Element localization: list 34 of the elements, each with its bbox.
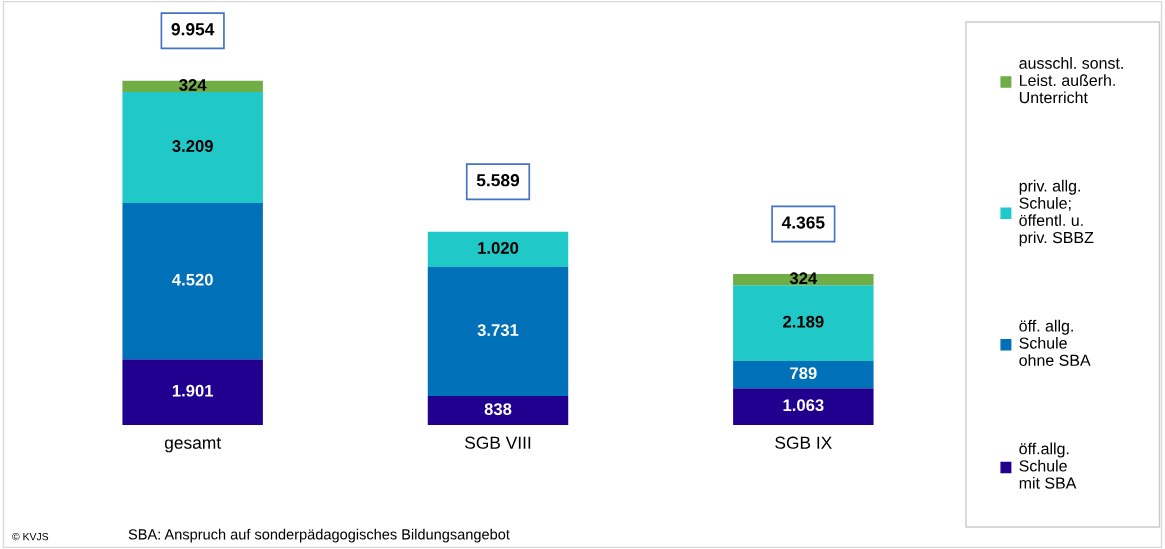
legend-label: priv. allg. Schule; öffentl. u. priv. SBBZ bbox=[1019, 179, 1094, 247]
x-tick-label: SGB IX bbox=[775, 436, 832, 449]
x-tick-label: gesamt bbox=[164, 437, 222, 453]
bar bbox=[427, 231, 569, 267]
data-label: 324 bbox=[179, 79, 207, 91]
data-label: 1.901 bbox=[172, 384, 214, 397]
text: © KVJS bbox=[12, 532, 49, 541]
legend-label: ausschl. sonst. Leist. außerh. Unterricht bbox=[1019, 57, 1123, 104]
x-tick-label: SGB VIII bbox=[465, 436, 531, 449]
bar bbox=[122, 80, 263, 92]
text: SBA: Anspruch auf sonderpädagogisches Bildungsangebot bbox=[128, 528, 510, 543]
bar bbox=[733, 388, 874, 425]
bar bbox=[122, 91, 263, 203]
legend-label: öff.allg. Schule mit SBA bbox=[1019, 442, 1077, 489]
data-label: 3.731 bbox=[477, 324, 519, 336]
data-label: 4.520 bbox=[172, 273, 213, 286]
legend-label: öff. allg. Schule ohne SBA bbox=[1019, 319, 1091, 366]
bar bbox=[427, 396, 569, 425]
bar bbox=[733, 274, 874, 286]
data-label: 789 bbox=[790, 367, 817, 380]
data-label: 1.063 bbox=[783, 399, 824, 412]
bar bbox=[427, 266, 569, 397]
data-label: 324 bbox=[789, 272, 818, 285]
bar bbox=[122, 202, 263, 360]
bar bbox=[122, 359, 263, 425]
bar bbox=[733, 285, 874, 361]
data-label: 2.189 bbox=[783, 315, 824, 328]
total-label: 4.365 bbox=[781, 216, 825, 229]
total-label: 9.954 bbox=[171, 23, 215, 36]
total-label: 5.589 bbox=[476, 174, 520, 187]
data-label: 3.209 bbox=[172, 140, 213, 152]
data-label: 838 bbox=[484, 403, 512, 416]
bar bbox=[733, 360, 874, 389]
data-label: 1.020 bbox=[478, 242, 519, 254]
